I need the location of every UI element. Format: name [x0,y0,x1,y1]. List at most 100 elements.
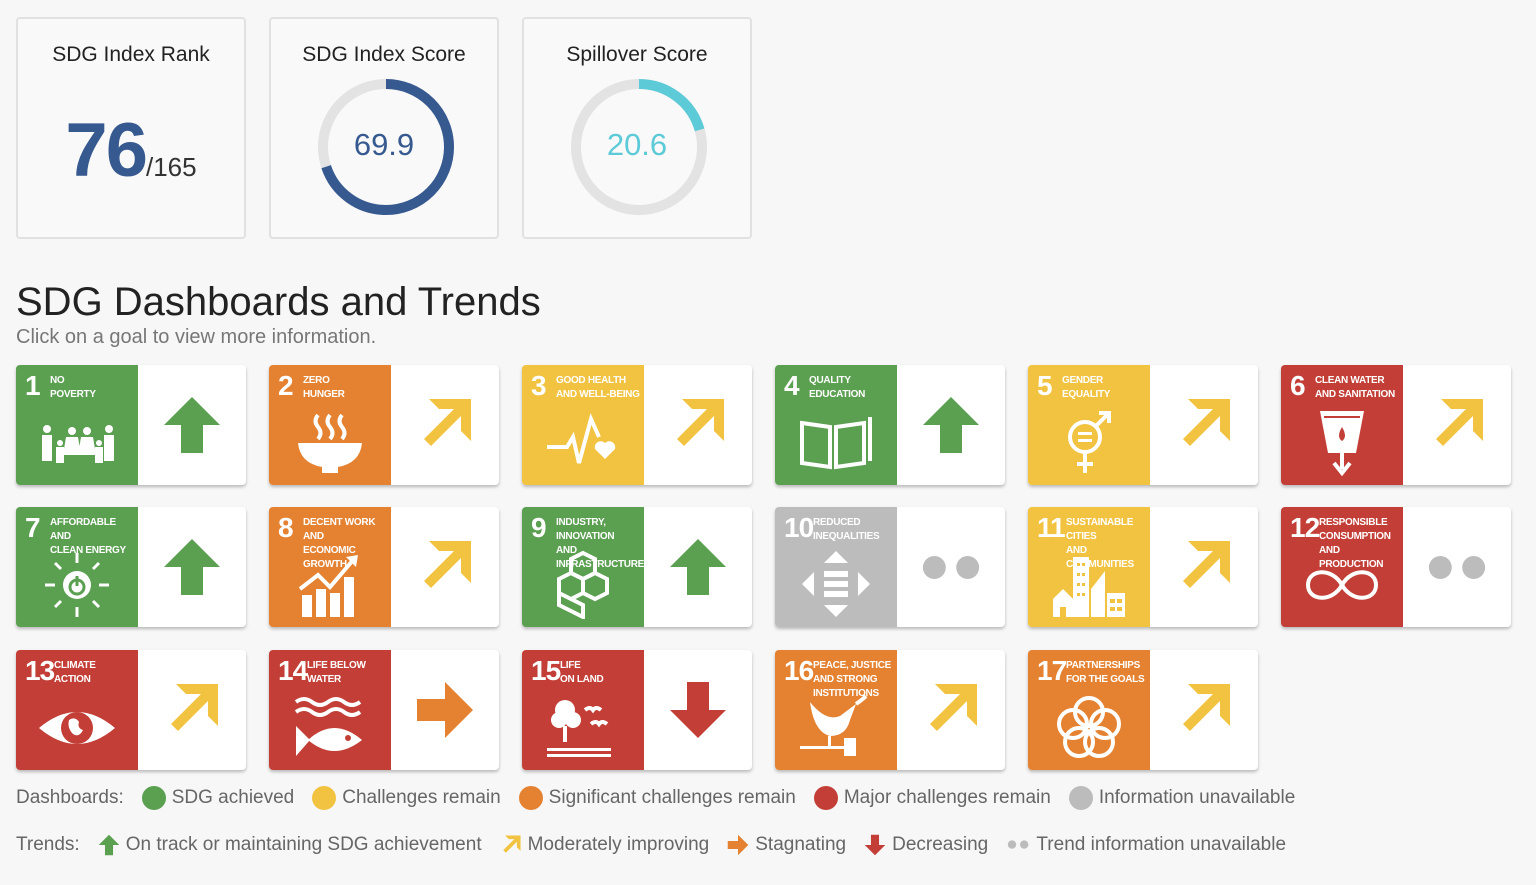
goal-dashboard-color: 14 Life Below Water [269,650,391,770]
goal-dashboard-color: 7 Affordable and Clean Energy [16,507,138,627]
legend-item-label: Significant challenges remain [548,787,796,808]
trend-up-icon [138,365,246,485]
goal-dashboard-color: 5 Gender Equality [1028,365,1150,485]
goal-number: 11 [1037,512,1066,543]
goal-name: Life Below Water [307,660,366,685]
cubes-icon [543,549,623,621]
goal-name: Clean Water and Sanitation [1315,375,1395,400]
goal-tile-3[interactable]: 3 Good Health and Well-Being [522,365,752,485]
trend-na-icon [897,507,1005,627]
trend-legend-item: On track or maintaining SDG achievement [98,834,482,856]
section-title: SDG Dashboards and Trends [16,280,541,324]
trend-moderate-icon [138,650,246,770]
trend-moderate-icon [1150,650,1258,770]
rank-total: /165 [145,152,197,182]
rank-number: 76 [65,108,148,193]
legend-item-label: Trend information unavailable [1036,834,1287,855]
dove-gavel-icon [796,692,876,762]
index-score-value: 69.9 [353,127,415,162]
dashboards-legend: Dashboards: SDG achieved Challenges remai… [16,786,1313,810]
goal-dashboard-color: 8 Decent Work and Economic Growth [269,507,391,627]
goal-dashboard-color: 2 Zero Hunger [269,365,391,485]
trend-moderate-icon [1150,365,1258,485]
goal-tile-6[interactable]: 6 Clean Water and Sanitation [1281,365,1511,485]
dashboard-legend-item: Significant challenges remain [518,786,796,810]
goal-name: Gender Equality [1062,375,1111,400]
goal-name: No Poverty [50,375,96,400]
trend-up-icon [98,834,120,856]
dashboard-legend-item: Major challenges remain [813,786,1051,810]
equality-arrows-icon [796,549,876,619]
goal-name: Sustainable Cities and Communities [1066,517,1134,570]
goal-number: 1 [25,370,41,401]
goal-name: Partnerships for the Goals [1066,660,1145,685]
goal-tile-10[interactable]: 10 Reduced Inequalities [775,507,1005,627]
trend-up-icon [897,365,1005,485]
color-dot-icon [813,786,838,810]
index-score-title: SDG Index Score [302,43,466,66]
goal-name: Affordable and Clean Energy [50,517,126,556]
spillover-title: Spillover Score [566,43,708,66]
goal-number: 7 [25,512,41,543]
trend-up-icon [644,507,752,627]
trend-legend-item: Moderately improving [500,834,710,856]
goal-tile-2[interactable]: 2 Zero Hunger [269,365,499,485]
goal-tile-4[interactable]: 4 Quality Education [775,365,1005,485]
legend-item-label: SDG achieved [171,787,295,808]
goal-number: 8 [278,512,294,543]
goal-tile-8[interactable]: 8 Decent Work and Economic Growth [269,507,499,627]
goal-tile-13[interactable]: 13 Climate Action [16,650,246,770]
heartbeat-icon [543,407,623,477]
goal-number: 10 [784,512,814,543]
goal-name: Decent Work and Economic Growth [303,517,376,570]
trend-up-icon [138,507,246,627]
legend-item-label: Major challenges remain [843,787,1051,808]
eye-globe-icon [37,692,117,762]
trend-moderate-icon [897,650,1005,770]
goal-name: Zero Hunger [303,375,345,400]
goal-tile-9[interactable]: 9 Industry, Innovation and Infrastructur… [522,507,752,627]
goal-tile-16[interactable]: 16 Peace, Justice and Strong Institution… [775,650,1005,770]
goal-number: 15 [531,655,561,686]
goal-tile-11[interactable]: 11 Sustainable Cities and Communities [1028,507,1258,627]
fish-icon [290,692,370,762]
spillover-gauge [571,79,707,215]
goal-tile-1[interactable]: 1 No Poverty [16,365,246,485]
dashboard-legend-item: Information unavailable [1068,786,1296,810]
goal-tile-17[interactable]: 17 Partnerships for the Goals [1028,650,1258,770]
trend-moderate-icon [1403,365,1511,485]
goal-number: 3 [531,370,547,401]
trend-stagnating-icon [391,650,499,770]
trend-na-icon [1006,840,1030,850]
trend-stagnating-icon [727,834,749,856]
goal-name: Climate Action [54,660,96,685]
trend-legend-item: Trend information unavailable [1006,834,1286,856]
legend-item-label: Challenges remain [342,787,501,808]
goal-dashboard-color: 6 Clean Water and Sanitation [1281,365,1403,485]
goal-tile-14[interactable]: 14 Life Below Water [269,650,499,770]
goal-tile-7[interactable]: 7 Affordable and Clean Energy [16,507,246,627]
trend-na-icon [1403,507,1511,627]
buildings-icon [1049,549,1129,619]
goal-tile-15[interactable]: 15 Life On Land [522,650,752,770]
section-subtitle: Click on a goal to view more information… [16,326,377,348]
index-score-gauge [318,79,454,215]
trend-moderate-icon [1150,507,1258,627]
trends-legend-label: Trends: [16,834,80,855]
goal-dashboard-color: 16 Peace, Justice and Strong Institution… [775,650,897,770]
goal-number: 13 [25,655,55,686]
goal-dashboard-color: 9 Industry, Innovation and Infrastructur… [522,507,644,627]
goal-tile-5[interactable]: 5 Gender Equality [1028,365,1258,485]
goal-number: 14 [278,655,308,686]
trend-legend-item: Decreasing [864,834,988,856]
legend-item-label: Decreasing [892,834,989,855]
trend-down-icon [864,834,886,856]
trend-moderate-icon [391,507,499,627]
goal-dashboard-color: 13 Climate Action [16,650,138,770]
goal-name: Good Health and Well-Being [556,375,640,400]
goal-number: 6 [1290,370,1306,401]
legend-item-label: Information unavailable [1098,787,1296,808]
legend-item-label: Moderately improving [527,834,710,855]
goal-tile-12[interactable]: 12 Responsible Consumption and Productio… [1281,507,1511,627]
color-dot-icon [1068,786,1093,810]
